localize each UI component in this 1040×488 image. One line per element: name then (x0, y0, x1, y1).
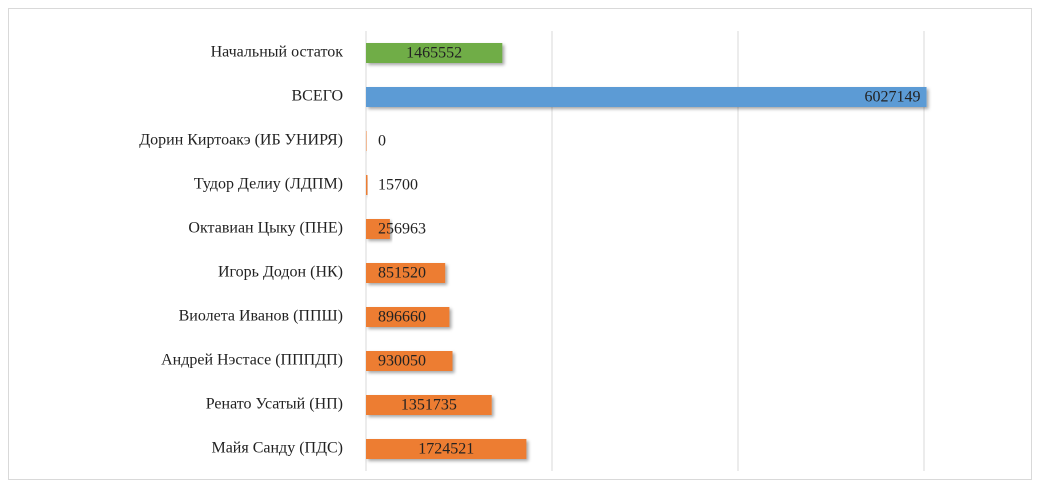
value-label: 256963 (378, 221, 426, 238)
category-label: Октавиан Цыку (ПНЕ) (188, 220, 343, 237)
category-label: ВСЕГО (291, 88, 343, 105)
category-label: Тудор Делиу (ЛДПМ) (194, 176, 343, 193)
value-label: 1351735 (401, 397, 457, 414)
bar (366, 263, 446, 283)
value-label: 0 (378, 133, 386, 150)
value-label: 930050 (378, 353, 426, 370)
bar (366, 87, 927, 107)
bar (366, 307, 450, 327)
bar (366, 175, 368, 195)
value-label: 1465552 (406, 45, 462, 62)
bar (366, 219, 390, 239)
category-label: Игорь Додон (НК) (218, 264, 343, 281)
bar (366, 131, 367, 151)
bar (366, 439, 527, 459)
value-label: 1724521 (418, 441, 474, 458)
value-label: 15700 (378, 177, 418, 194)
value-label: 6027149 (865, 89, 921, 106)
value-label: 851520 (378, 265, 426, 282)
category-label: Андрей Нэстасе (ПППДП) (161, 352, 343, 369)
category-label: Начальный остаток (211, 44, 344, 61)
category-label: Ренато Усатый (НП) (206, 396, 343, 413)
value-label: 896660 (378, 309, 426, 326)
category-label: Майя Санду (ПДС) (211, 440, 343, 457)
bar (366, 395, 492, 415)
category-label: Дорин Киртоакэ (ИБ УНИРЯ) (139, 132, 343, 149)
chart-border (8, 8, 1032, 480)
category-label: Виолета Иванов (ППШ) (179, 308, 343, 325)
bar (366, 43, 503, 63)
bar (366, 351, 453, 371)
